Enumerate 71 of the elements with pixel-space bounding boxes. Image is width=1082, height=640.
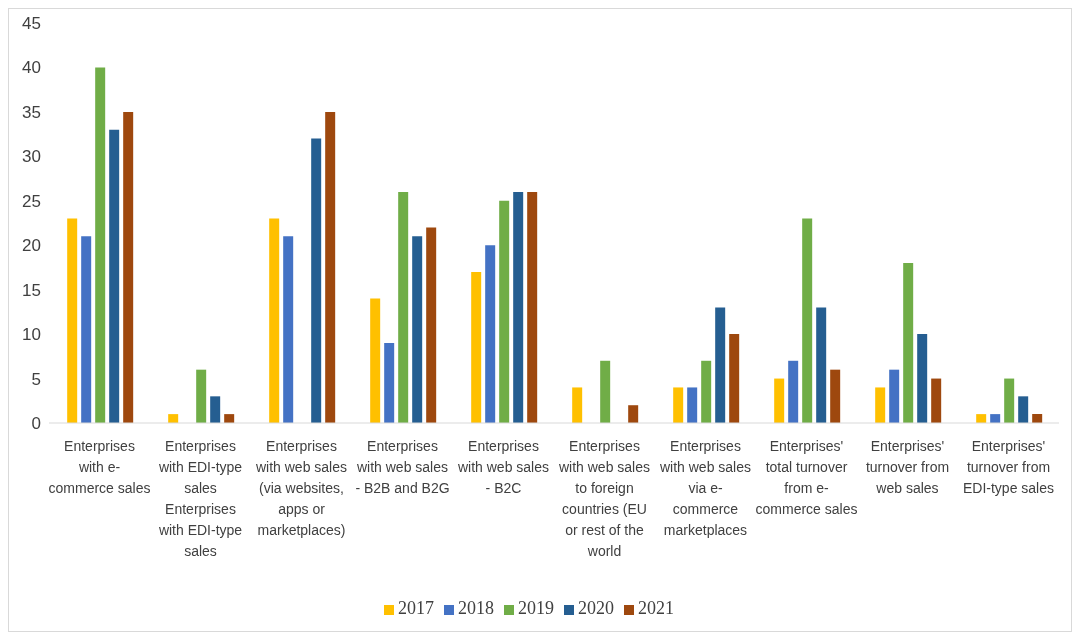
bar (123, 111, 134, 423)
bar (729, 334, 740, 423)
bar (67, 218, 78, 423)
bar (788, 360, 799, 423)
bar (572, 387, 583, 423)
x-tick-label: Enterprises with web sales (via websites, apps or marketplaces) (254, 438, 348, 538)
bar (210, 396, 221, 423)
bar (527, 191, 538, 423)
y-tick-label: 30 (22, 147, 41, 167)
y-tick-label: 0 (31, 414, 41, 434)
bar (325, 111, 336, 423)
bar (802, 218, 813, 423)
bar (889, 369, 900, 423)
bar (412, 236, 423, 423)
bar (917, 334, 928, 423)
bar (370, 298, 381, 423)
bar (168, 414, 179, 423)
x-tick-label: Enterprises' turnover from EDI-type sales (962, 438, 1055, 496)
x-tick-label: Enterprises with web sales - B2C (456, 438, 550, 496)
bar (311, 138, 322, 423)
x-tick-label: Enterprises with web sales via e-commerce marketplaces (658, 438, 752, 538)
bar (269, 218, 280, 423)
bar (673, 387, 684, 423)
bar (701, 360, 712, 423)
legend-label: 2017 (398, 598, 434, 618)
bar (81, 236, 92, 423)
x-tick-label: Enterprises' turnover from web sales (865, 438, 950, 496)
x-tick-label: Enterprises' total turnover from e-commerce sales (755, 438, 858, 517)
bar (1004, 378, 1015, 423)
legend-label: 2021 (638, 598, 674, 618)
bar (816, 307, 827, 423)
bar (196, 369, 207, 423)
x-tick-label: Enterprises with e-commerce sales (48, 438, 151, 496)
y-tick-label: 45 (22, 14, 41, 34)
bar (875, 387, 886, 423)
y-tick-label: 5 (31, 369, 41, 389)
bar (830, 369, 841, 423)
bar (224, 414, 235, 423)
bar (109, 129, 120, 423)
legend-label: 2019 (518, 598, 554, 618)
bar (471, 271, 482, 423)
bar (384, 343, 395, 423)
legend-label: 2018 (458, 598, 494, 618)
bar (513, 191, 524, 423)
y-tick-label: 15 (22, 280, 41, 300)
bar (485, 245, 496, 423)
bar (976, 414, 987, 423)
bar (774, 378, 785, 423)
bar (715, 307, 726, 423)
y-tick-label: 40 (22, 58, 41, 78)
y-tick-label: 20 (22, 236, 41, 256)
y-tick-label: 25 (22, 191, 41, 211)
bar (628, 405, 639, 423)
bar (1018, 396, 1029, 423)
x-tick-label: Enterprises with EDI-type sales Enterprises with EDI-type sales (157, 438, 243, 559)
bar (903, 263, 914, 423)
bar (600, 360, 611, 423)
x-tick-label: Enterprises with web sales to foreign countries (EU or rest of the world (557, 438, 651, 559)
bar (687, 387, 698, 423)
bar (499, 200, 510, 423)
bar (931, 378, 942, 423)
x-tick-label: Enterprises with web sales - B2B and B2G (355, 438, 450, 496)
bar (95, 67, 106, 423)
legend-label: 2020 (578, 598, 614, 618)
bar (1032, 414, 1043, 423)
y-tick-label: 10 (22, 325, 41, 345)
bar (398, 191, 409, 423)
bar (426, 227, 437, 423)
bar (990, 414, 1001, 423)
y-tick-label: 35 (22, 102, 41, 122)
bar (283, 236, 294, 423)
